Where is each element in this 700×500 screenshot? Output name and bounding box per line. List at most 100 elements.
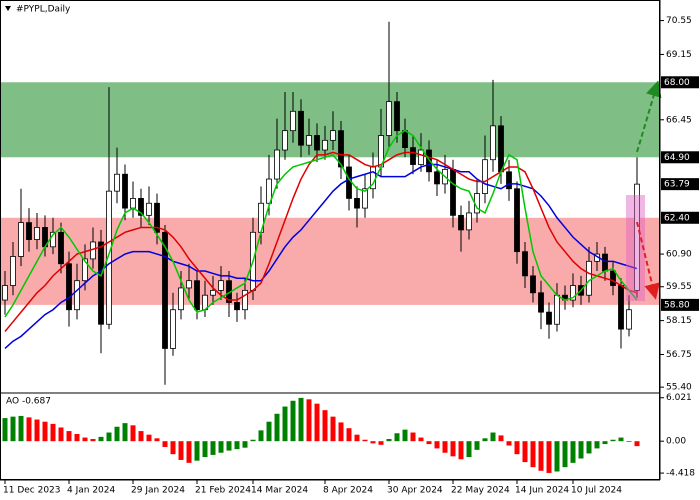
ao-bar [18,415,24,442]
ao-bar [290,400,296,442]
candle-body [530,275,536,294]
ao-bar [274,413,280,442]
ao-bar [34,419,40,442]
candle-body [330,130,336,141]
level-label-box [661,76,699,89]
candle-body [306,135,312,146]
y-tick-label: 6.021 [666,393,692,403]
level-label: 68.00 [664,78,690,88]
candle-body [626,309,632,330]
ao-bar [186,441,192,463]
target-arrow-down [636,221,660,300]
ao-bar [434,441,440,449]
ao-bar [106,432,112,442]
ao-bar [522,441,528,463]
ao-bar [610,439,616,442]
indicator-label: AO -0.687 [6,397,51,407]
candle-body [290,110,296,132]
y-tick-label: 60.90 [666,250,692,260]
ao-bar [58,427,64,442]
ao-bar [634,441,640,447]
ao-bar [474,441,480,450]
candle-body [618,285,624,330]
ao-bar [82,437,88,442]
ao-bar [458,441,464,460]
candle-body [554,294,560,325]
ao-bar [514,441,520,455]
candle-body [570,285,576,301]
ao-bar [282,406,288,442]
ao-bar [98,436,104,442]
candle-body [538,292,544,313]
x-tick-label: 4 Jan 2024 [67,486,115,496]
candle-body [362,188,368,209]
ao-bar [306,399,312,442]
ao-bar [586,441,592,454]
plot-area [0,21,660,473]
ao-bar [114,426,120,442]
symbol-icon [5,6,11,11]
x-tick-label: 22 May 2024 [451,486,510,496]
highlight-box [626,195,645,301]
ao-bar [66,431,72,442]
candle-body [346,166,352,199]
y-tick-label: 66.45 [666,115,692,125]
candle-body [586,260,592,296]
ao-bar [386,439,392,442]
ao-bar [338,422,344,442]
candle-body [146,202,152,216]
ao-bar [266,421,272,442]
ao-bar [218,441,224,453]
candle-body [282,130,288,151]
candle-body [66,263,72,311]
ao-bar [362,439,368,442]
candle-body [266,178,272,204]
candle-body [458,214,464,231]
ao-bar [170,441,176,455]
ao-bar [258,430,264,442]
ao-bar [506,441,512,446]
candle-body [394,101,400,132]
ao-bar [314,403,320,442]
ao-bar [130,425,136,442]
ao-bar [450,441,456,457]
candle-body [10,256,16,286]
candle-body [186,280,192,289]
level-label-box [661,298,699,311]
y-tick-label: 69.15 [666,50,692,60]
ao-bar [74,433,80,442]
candle-body [122,173,128,209]
ao-bar [482,438,488,442]
candle-body [314,135,320,151]
ao-bar [442,441,448,453]
candle-body [546,311,552,325]
candle-body [218,280,224,291]
level-label-box [661,178,699,191]
ao-bar [330,416,336,442]
x-tick-label: 30 Apr 2024 [387,486,443,496]
level-label: 62.40 [664,213,690,223]
ao-bar [178,441,184,460]
level-label-box [661,211,699,224]
ao-bar [194,441,200,461]
candle-body [634,183,640,291]
ao-bar [10,416,16,442]
axis-labels: 70.55 69.15 66.45 60.90 59.55 58.15 56.75 55.40… [3,16,699,496]
candle-body [34,227,40,240]
candle-body [386,101,392,136]
candle-body [434,171,440,185]
ao-bar [2,418,8,442]
y-tick-label: 59.55 [666,282,692,292]
ao-bar [202,441,208,458]
ao-bar [226,441,232,451]
moving-average [4,163,638,349]
ao-bar [162,441,168,447]
x-tick-label: 14 Jun 2024 [515,486,569,496]
ao-bar [498,435,504,442]
ao-bar [562,441,568,468]
level-label: 64.90 [664,153,690,163]
candle-body [418,149,424,165]
ao-bar [26,417,32,442]
